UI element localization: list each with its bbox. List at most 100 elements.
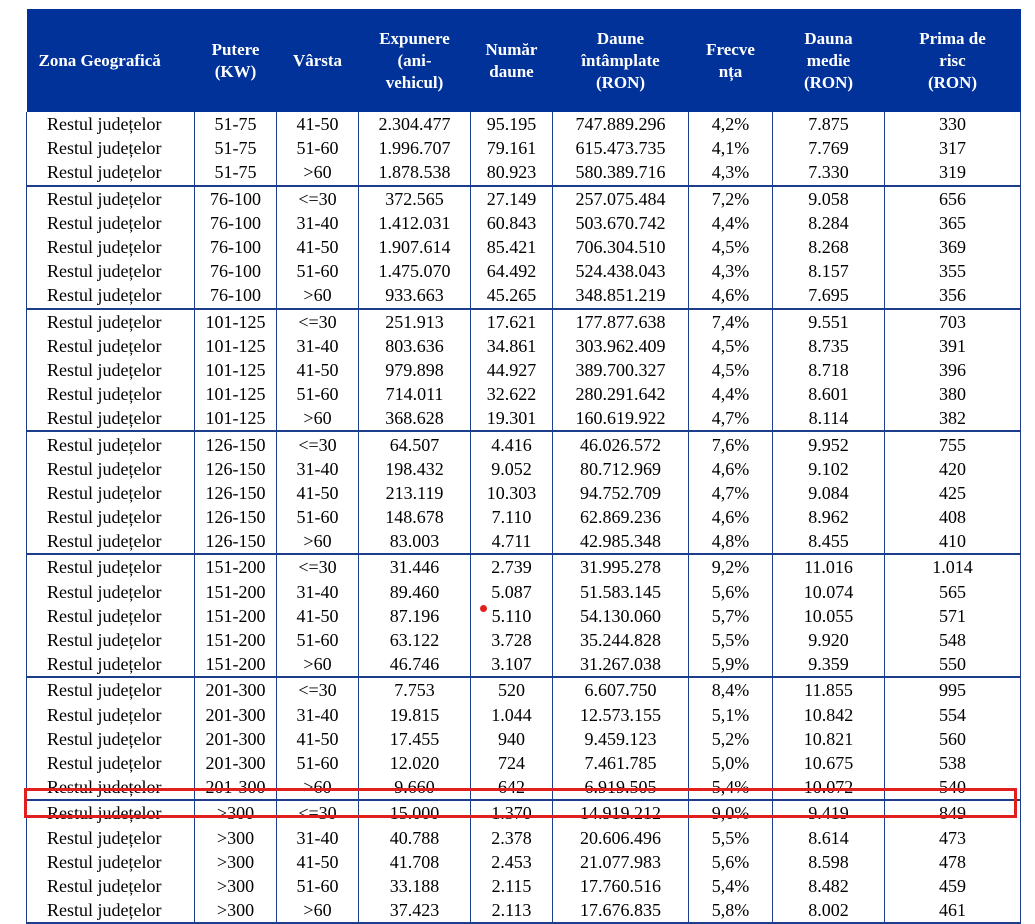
cell-exposure: 714.011 xyxy=(358,382,471,407)
cell-power: 76-100 xyxy=(194,283,277,309)
table-row: Restul județelor 201-300 >60 9.660 642 6.919.… xyxy=(26,775,1021,801)
cell-zone: Restul județelor xyxy=(26,210,195,235)
cell-power: 101-125 xyxy=(194,357,277,383)
cell-zone: Restul județelor xyxy=(26,430,195,457)
cell-frequency: 4,6% xyxy=(688,283,773,309)
table-row: Restul județelor 151-200 >60 46.746 3.107 31.… xyxy=(26,652,1021,678)
cell-risk-premium: 317 xyxy=(884,136,1021,161)
cell-zone: Restul județelor xyxy=(26,702,195,727)
cell-claims-count: 3.728 xyxy=(470,627,553,653)
cell-frequency: 4,4% xyxy=(688,382,773,407)
cell-zone: Restul județelor xyxy=(26,529,195,555)
cell-power: 151-200 xyxy=(194,603,277,628)
cell-claims-count: 2.453 xyxy=(470,849,553,874)
table-row: Restul județelor 126-150 31-40 198.432 9.052… xyxy=(26,456,1021,481)
cell-power: 51-75 xyxy=(194,136,277,161)
cell-claims-count: 17.621 xyxy=(470,307,553,334)
cell-avg-claim: 9.084 xyxy=(772,480,885,505)
cell-claims-amount: 177.877.638 xyxy=(552,307,689,334)
cell-frequency: 4,5% xyxy=(688,333,773,358)
table-row: Restul județelor 76-100 <=30 372.565 27.149 2… xyxy=(26,184,1021,211)
cell-frequency: 9,0% xyxy=(688,799,773,826)
cell-claims-count: 45.265 xyxy=(470,283,553,309)
cell-frequency: 4,7% xyxy=(688,406,773,432)
cell-age: 31-40 xyxy=(276,702,359,727)
cell-zone: Restul județelor xyxy=(26,160,195,186)
cell-zone: Restul județelor xyxy=(26,357,195,383)
cell-age: 41-50 xyxy=(276,603,359,628)
cell-frequency: 4,6% xyxy=(688,456,773,481)
table-row: Restul județelor >300 51-60 33.188 2.115 17.7… xyxy=(26,873,1021,898)
cell-avg-claim: 10.842 xyxy=(772,702,885,727)
cell-avg-claim: 9.058 xyxy=(772,184,885,211)
cell-avg-claim: 8.482 xyxy=(772,873,885,898)
table-row: Restul județelor 51-75 51-60 1.996.707 79.16… xyxy=(26,136,1021,161)
cell-zone: Restul județelor xyxy=(26,603,195,628)
cell-frequency: 5,6% xyxy=(688,579,773,604)
cell-age: <=30 xyxy=(276,307,359,334)
cell-risk-premium: 548 xyxy=(884,627,1021,653)
cell-frequency: 4,2% xyxy=(688,112,773,137)
cell-frequency: 4,7% xyxy=(688,480,773,505)
cell-age: 51-60 xyxy=(276,750,359,776)
cell-claims-amount: 35.244.828 xyxy=(552,627,689,653)
column-header-power: Putere (KW) xyxy=(194,9,277,112)
cell-claims-amount: 257.075.484 xyxy=(552,184,689,211)
cell-frequency: 5,4% xyxy=(688,775,773,801)
cell-frequency: 7,6% xyxy=(688,430,773,457)
cell-risk-premium: 380 xyxy=(884,382,1021,407)
table-row: Restul județelor 126-150 41-50 213.119 10.30… xyxy=(26,480,1021,505)
cell-zone: Restul județelor xyxy=(26,259,195,284)
cell-claims-count: 95.195 xyxy=(470,112,553,137)
cell-age: 51-60 xyxy=(276,873,359,898)
cell-zone: Restul județelor xyxy=(26,505,195,530)
table-row: Restul județelor 201-300 41-50 17.455 940 9.4… xyxy=(26,726,1021,751)
table-row: Restul județelor 101-125 51-60 714.011 32.62… xyxy=(26,382,1021,407)
cell-claims-count: 80.923 xyxy=(470,160,553,186)
cell-risk-premium: 995 xyxy=(884,676,1021,703)
cell-claims-amount: 6.607.750 xyxy=(552,676,689,703)
cell-risk-premium: 459 xyxy=(884,873,1021,898)
cell-power: 201-300 xyxy=(194,726,277,751)
cell-avg-claim: 9.419 xyxy=(772,799,885,826)
cell-avg-claim: 10.074 xyxy=(772,579,885,604)
cell-avg-claim: 9.952 xyxy=(772,430,885,457)
cell-claims-count: 2.739 xyxy=(470,553,553,580)
cell-claims-amount: 62.869.236 xyxy=(552,505,689,530)
cell-claims-amount: 747.889.296 xyxy=(552,112,689,137)
cell-zone: Restul județelor xyxy=(26,873,195,898)
cell-claims-count: 27.149 xyxy=(470,184,553,211)
cell-claims-amount: 80.712.969 xyxy=(552,456,689,481)
cell-age: >60 xyxy=(276,160,359,186)
cell-zone: Restul județelor xyxy=(26,184,195,211)
cell-power: >300 xyxy=(194,799,277,826)
cell-exposure: 9.660 xyxy=(358,775,471,801)
cell-risk-premium: 319 xyxy=(884,160,1021,186)
table-row: Restul județelor 126-150 >60 83.003 4.711 42.… xyxy=(26,529,1021,555)
cell-claims-amount: 42.985.348 xyxy=(552,529,689,555)
column-header-avg-claim: Dauna medie (RON) xyxy=(772,9,885,112)
cell-age: >60 xyxy=(276,283,359,309)
cell-power: 76-100 xyxy=(194,259,277,284)
cell-frequency: 5,7% xyxy=(688,603,773,628)
cell-avg-claim: 7.875 xyxy=(772,112,885,137)
column-header-zone: Zona Geografică xyxy=(26,9,195,112)
cell-risk-premium: 369 xyxy=(884,234,1021,260)
cell-risk-premium: 461 xyxy=(884,898,1021,924)
cell-claims-count: 2.115 xyxy=(470,873,553,898)
table-row: Restul județelor 201-300 51-60 12.020 724 7.4… xyxy=(26,750,1021,776)
cell-age: 31-40 xyxy=(276,210,359,235)
cell-age: 51-60 xyxy=(276,505,359,530)
cell-claims-count: 10.303 xyxy=(470,480,553,505)
cell-claims-amount: 389.700.327 xyxy=(552,357,689,383)
cell-power: 201-300 xyxy=(194,702,277,727)
cell-exposure: 979.898 xyxy=(358,357,471,383)
cell-risk-premium: 755 xyxy=(884,430,1021,457)
cell-avg-claim: 9.551 xyxy=(772,307,885,334)
cell-zone: Restul județelor xyxy=(26,627,195,653)
column-header-claims-count: Număr daune xyxy=(470,9,553,112)
cell-frequency: 5,0% xyxy=(688,750,773,776)
cell-claims-amount: 31.995.278 xyxy=(552,553,689,580)
cell-frequency: 5,2% xyxy=(688,726,773,751)
cell-avg-claim: 10.675 xyxy=(772,750,885,776)
